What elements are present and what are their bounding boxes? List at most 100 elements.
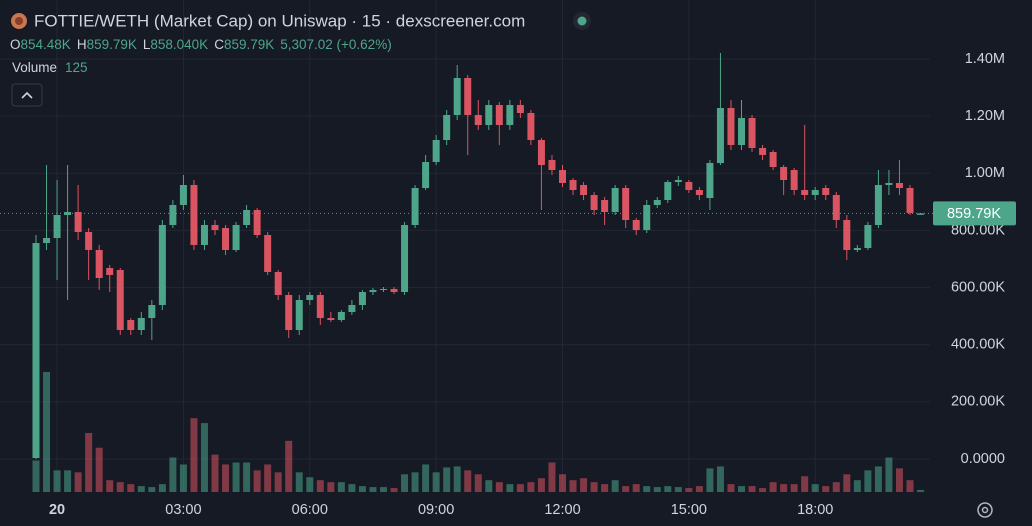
volume-bar [622, 486, 630, 492]
volume-bar [917, 489, 925, 492]
volume-bar [190, 418, 198, 492]
volume-bar [127, 484, 135, 492]
volume-bar [590, 482, 598, 492]
volume-legend: Volume 125 [12, 60, 88, 75]
volume-bar [295, 472, 303, 492]
candle-body [243, 210, 251, 225]
candle-body [316, 295, 324, 318]
volume-bar [211, 454, 219, 492]
candle-body [464, 78, 472, 115]
candle-body [569, 180, 577, 190]
volume-bar [348, 484, 356, 492]
volume-layer [32, 371, 925, 492]
volume-bar [95, 447, 103, 492]
candle-body [895, 183, 903, 188]
candle-body [874, 185, 882, 225]
volume-bar [495, 482, 503, 492]
candle-body [822, 188, 830, 195]
change-value: 5,307.02 (+0.62%) [280, 37, 391, 52]
ohlc-key: L [143, 37, 151, 52]
candle-body [190, 185, 198, 245]
candle-body [264, 235, 272, 272]
volume-bar [895, 468, 903, 492]
volume-bar [137, 486, 145, 492]
volume-bar [527, 482, 535, 492]
volume-bar [790, 484, 798, 492]
volume-bar [32, 460, 40, 492]
candle-body [664, 182, 672, 200]
volume-bar [274, 472, 282, 492]
candle-body [495, 105, 503, 125]
volume-bar [401, 474, 409, 492]
candle-body [285, 295, 293, 330]
volume-bar [695, 486, 703, 492]
token-icon-inner [15, 17, 23, 25]
settings-icon-center [981, 506, 989, 514]
last-price-label: 859.79K [947, 206, 1001, 222]
volume-bar [411, 472, 419, 492]
volume-bar [759, 488, 767, 492]
candle-body [179, 185, 187, 205]
candle-body [811, 190, 819, 195]
volume-bar [485, 480, 493, 492]
candle-body [453, 78, 461, 115]
candle-body [443, 115, 451, 140]
volume-bar [559, 474, 566, 492]
volume-bar [843, 474, 851, 492]
candle-body [200, 225, 208, 245]
x-tick-label: 20 [49, 502, 65, 518]
volume-bar [780, 484, 788, 492]
volume-bar [253, 470, 261, 492]
candle-body [116, 270, 124, 330]
header: FOTTIE/WETH (Market Cap) on Uniswap · 15… [10, 11, 591, 107]
volume-value: 125 [65, 60, 88, 75]
volume-bar [864, 470, 872, 492]
ohlc-key: O [10, 37, 21, 52]
volume-bar [453, 466, 461, 492]
collapse-button[interactable] [11, 83, 43, 107]
volume-bar [358, 486, 366, 492]
volume-bar [643, 486, 651, 492]
volume-bar [464, 470, 472, 492]
volume-bar [337, 482, 345, 492]
candle-body [885, 183, 893, 185]
volume-bar [85, 432, 93, 492]
volume-bar [53, 470, 61, 492]
ohlc-value: 858.040K [150, 37, 208, 52]
y-tick-label: 200.00K [951, 394, 1005, 410]
candle-body [601, 200, 609, 212]
x-tick-label: 06:00 [292, 502, 328, 518]
volume-bar [769, 482, 777, 492]
volume-bar [706, 468, 714, 492]
volume-bar [316, 480, 324, 492]
volume-bar [443, 467, 451, 492]
candle-body [790, 170, 798, 190]
volume-bar [874, 466, 882, 492]
volume-bar [853, 480, 861, 492]
candle-body [422, 162, 430, 188]
candle-body [906, 188, 914, 213]
volume-bar [716, 466, 724, 492]
settings-button[interactable] [977, 502, 993, 518]
volume-bar [885, 457, 893, 492]
volume-bar [548, 462, 556, 492]
volume-bar [264, 464, 272, 492]
volume-bar [106, 480, 114, 492]
collapse-icon [21, 91, 33, 99]
y-tick-label: 600.00K [951, 279, 1005, 295]
candle-body [432, 140, 440, 162]
candle-body [348, 305, 356, 312]
candle-body [411, 188, 419, 225]
volume-bar [232, 462, 240, 492]
volume-label: Volume [12, 60, 57, 75]
candle-body [853, 248, 861, 250]
x-tick-label: 15:00 [671, 502, 707, 518]
candle-body [653, 200, 661, 205]
candle-body [485, 105, 493, 125]
volume-bar [474, 474, 482, 492]
volume-bar [64, 470, 72, 492]
y-tick-label: 400.00K [951, 337, 1005, 353]
volume-bar [674, 487, 682, 492]
candle-body [274, 272, 282, 295]
